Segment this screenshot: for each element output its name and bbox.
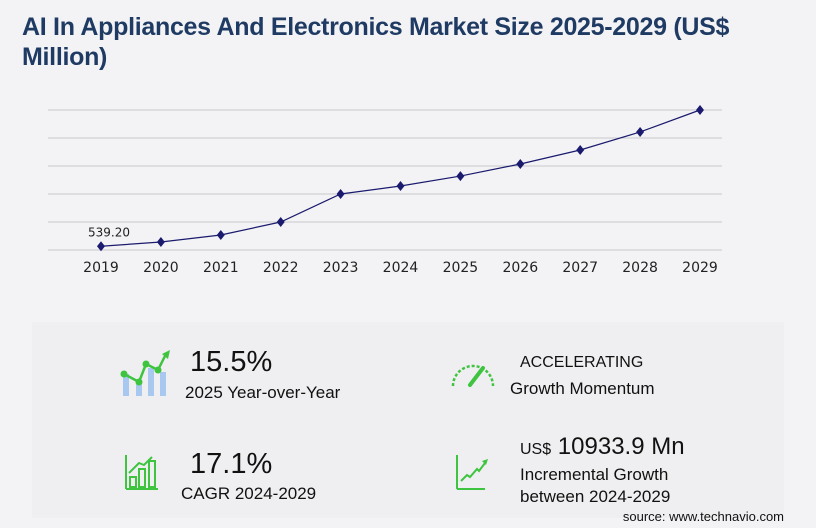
data-point <box>456 171 465 182</box>
data-point <box>216 230 225 241</box>
data-label: 539.20 <box>88 225 130 239</box>
chart-title: AI In Appliances And Electronics Market … <box>22 13 730 71</box>
data-point <box>336 188 345 199</box>
speedometer-icon <box>451 364 495 387</box>
yoy-value: 15.5% <box>190 346 273 378</box>
data-point <box>97 241 105 252</box>
data-point <box>156 237 165 248</box>
x-tick-label: 2019 <box>83 260 119 276</box>
x-tick-label: 2029 <box>682 260 718 276</box>
data-point <box>516 158 525 169</box>
incremental-amount: 10933.9 Mn <box>557 433 685 460</box>
x-tick-label: 2021 <box>203 260 239 276</box>
data-point <box>696 105 704 115</box>
x-tick-label: 2022 <box>263 260 299 276</box>
cagr-label: CAGR 2024-2029 <box>181 484 317 503</box>
momentum-value: ACCELERATING <box>520 354 644 371</box>
incremental-period: between 2024-2029 <box>520 487 671 506</box>
source-text: source: www.technavio.com <box>622 509 784 524</box>
data-point <box>576 144 585 155</box>
series-line <box>100 109 701 247</box>
x-tick-label: 2023 <box>323 260 359 276</box>
data-point <box>276 216 285 227</box>
x-tick-label: 2020 <box>143 260 179 276</box>
data-point <box>396 180 405 191</box>
x-tick-label: 2028 <box>622 260 658 276</box>
x-tick-label: 2024 <box>383 260 419 276</box>
incremental-value: US$ 10933.9 Mn <box>520 433 685 461</box>
line-chart: 2019 539.20 2020 2021 2022 2023 2024 2025 2026 20… <box>48 105 722 276</box>
stats-panel <box>32 322 784 518</box>
bar-chart-up-icon <box>125 455 158 490</box>
bar-line-chart-icon <box>120 350 170 396</box>
incremental-label: Incremental Growth <box>520 465 669 484</box>
trend-up-icon <box>456 455 488 490</box>
currency-prefix: US$ <box>520 441 552 458</box>
x-tick-label: 2025 <box>443 260 479 276</box>
yoy-label: 2025 Year-over-Year <box>185 383 341 402</box>
momentum-label: Growth Momentum <box>510 379 655 398</box>
x-tick-label: 2026 <box>502 260 538 276</box>
data-point <box>636 126 645 137</box>
x-tick-label: 2027 <box>562 260 598 276</box>
cagr-value: 17.1% <box>190 448 273 480</box>
